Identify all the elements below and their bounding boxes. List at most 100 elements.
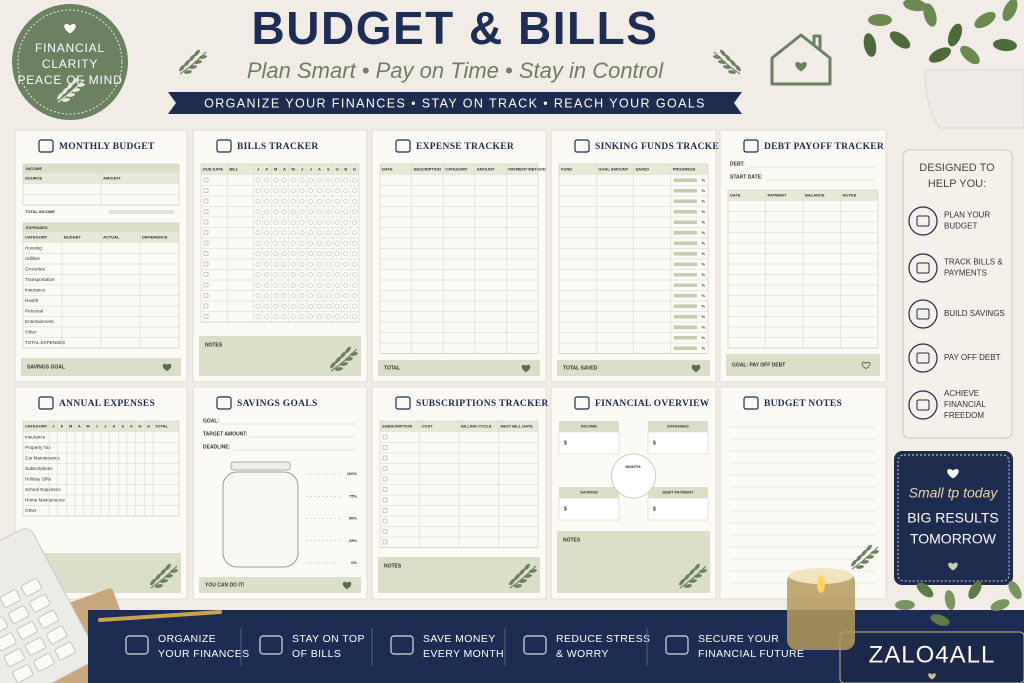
progress-bar: [673, 252, 697, 256]
paid-circle: [281, 230, 287, 236]
sheet-icon: [574, 396, 590, 410]
table-border: [22, 222, 180, 349]
overview-box-head: [559, 421, 619, 432]
row-label: Entertainment: [25, 319, 54, 324]
paid-circle: [317, 293, 322, 299]
paid-circle: [325, 303, 331, 309]
checkbox: [382, 455, 388, 461]
paid-circle: [334, 240, 340, 246]
column-header: D: [147, 424, 150, 429]
paid-circle: [264, 177, 270, 183]
sheet-icon: [395, 396, 411, 410]
heart-icon: [162, 363, 172, 372]
table-border: [200, 163, 360, 323]
candle-glass: [787, 572, 855, 650]
row-label: Personal: [25, 309, 43, 314]
total-bar: [108, 210, 175, 214]
leaf: [944, 590, 956, 610]
calculator-key: [0, 632, 17, 652]
column-header: O: [130, 424, 133, 429]
paid-circle: [325, 230, 331, 236]
paid-circle: [299, 293, 305, 299]
paid-circle: [299, 251, 305, 257]
leaf: [524, 563, 530, 571]
paid-circle: [343, 293, 349, 299]
column-header: BILLING CYCLE: [461, 424, 492, 429]
leaf: [170, 569, 178, 573]
checkbox: [203, 188, 209, 193]
heart-icon: [861, 361, 871, 370]
leaf: [194, 60, 202, 64]
sheet-footer-text: TOTAL SAVED: [563, 365, 598, 371]
leaf: [851, 559, 857, 567]
paid-circle: [255, 261, 261, 267]
plant-pot: [924, 69, 1024, 129]
leaf: [730, 59, 736, 67]
overview-box-label: DEBT PAYMENT: [663, 490, 694, 495]
table-border: [22, 163, 180, 206]
paid-circle: [308, 293, 314, 299]
column-header: SAVED: [636, 167, 650, 172]
scale-label: 50%: [349, 516, 357, 521]
checkbox: [203, 282, 209, 288]
plant-leaf: [889, 31, 911, 49]
paid-circle: [325, 240, 331, 246]
table-heading-text: INCOME: [26, 166, 42, 171]
overview-box-value: $: [564, 440, 567, 446]
footer-item: EVERY MONTH: [423, 648, 504, 660]
plant-leaf: [974, 11, 996, 29]
paid-circle: [299, 272, 305, 278]
column-header: M: [86, 424, 90, 429]
paid-circle: [290, 230, 296, 236]
paid-circle: [273, 240, 279, 246]
progress-suffix: %: [701, 335, 705, 340]
row-label: Home Maintenance: [25, 498, 65, 503]
paid-circle: [352, 240, 358, 246]
progress-suffix: %: [701, 345, 705, 350]
paid-circle: [308, 177, 314, 183]
paid-circle: [308, 282, 314, 288]
leaf: [160, 579, 168, 583]
paid-circle: [273, 261, 279, 267]
promo: [894, 451, 1013, 585]
banner: [168, 92, 742, 114]
heart-icon: [948, 562, 958, 571]
sheet-title: DEBT PAYOFF TRACKER: [764, 142, 884, 152]
paid-circle: [317, 240, 322, 246]
sidebar-icon-inner: [916, 352, 930, 364]
row-label: School Expenses: [25, 487, 61, 492]
candle-flame: [817, 575, 825, 593]
leaf: [340, 362, 348, 366]
paid-circle: [290, 240, 296, 246]
sidebar-heading: HELP YOU:: [928, 178, 986, 190]
progress-bar: [673, 336, 697, 340]
sheet-footer: [199, 577, 361, 593]
leaf: [718, 60, 726, 64]
footer-icon: [125, 635, 149, 655]
column-header: A: [283, 167, 286, 172]
paid-circle: [290, 251, 296, 257]
row-label: Health: [25, 298, 39, 303]
leaf: [330, 361, 336, 369]
sheet-footer: [378, 360, 540, 376]
sheet-title: ANNUAL EXPENSES: [59, 399, 155, 409]
calculator-key: [29, 594, 51, 613]
paid-circle: [299, 188, 305, 194]
leaf-stem: [713, 51, 741, 75]
column-header: J: [96, 424, 98, 429]
paid-circle: [264, 272, 270, 278]
scale-label: 75%: [349, 493, 357, 498]
leaf: [57, 92, 63, 100]
column-header: J: [301, 167, 303, 172]
paid-circle: [352, 272, 358, 278]
sidebar-item: FREEDOM: [944, 411, 984, 420]
sidebar-icon: [908, 390, 938, 420]
paid-circle: [325, 251, 331, 257]
leaf: [184, 70, 192, 74]
brand-box: [839, 631, 1024, 683]
paid-circle: [325, 198, 331, 204]
paid-circle: [325, 177, 331, 183]
paid-circle: [281, 219, 287, 225]
row-label: Insurance: [25, 435, 46, 440]
sidebar-item: FINANCIAL: [944, 400, 986, 409]
